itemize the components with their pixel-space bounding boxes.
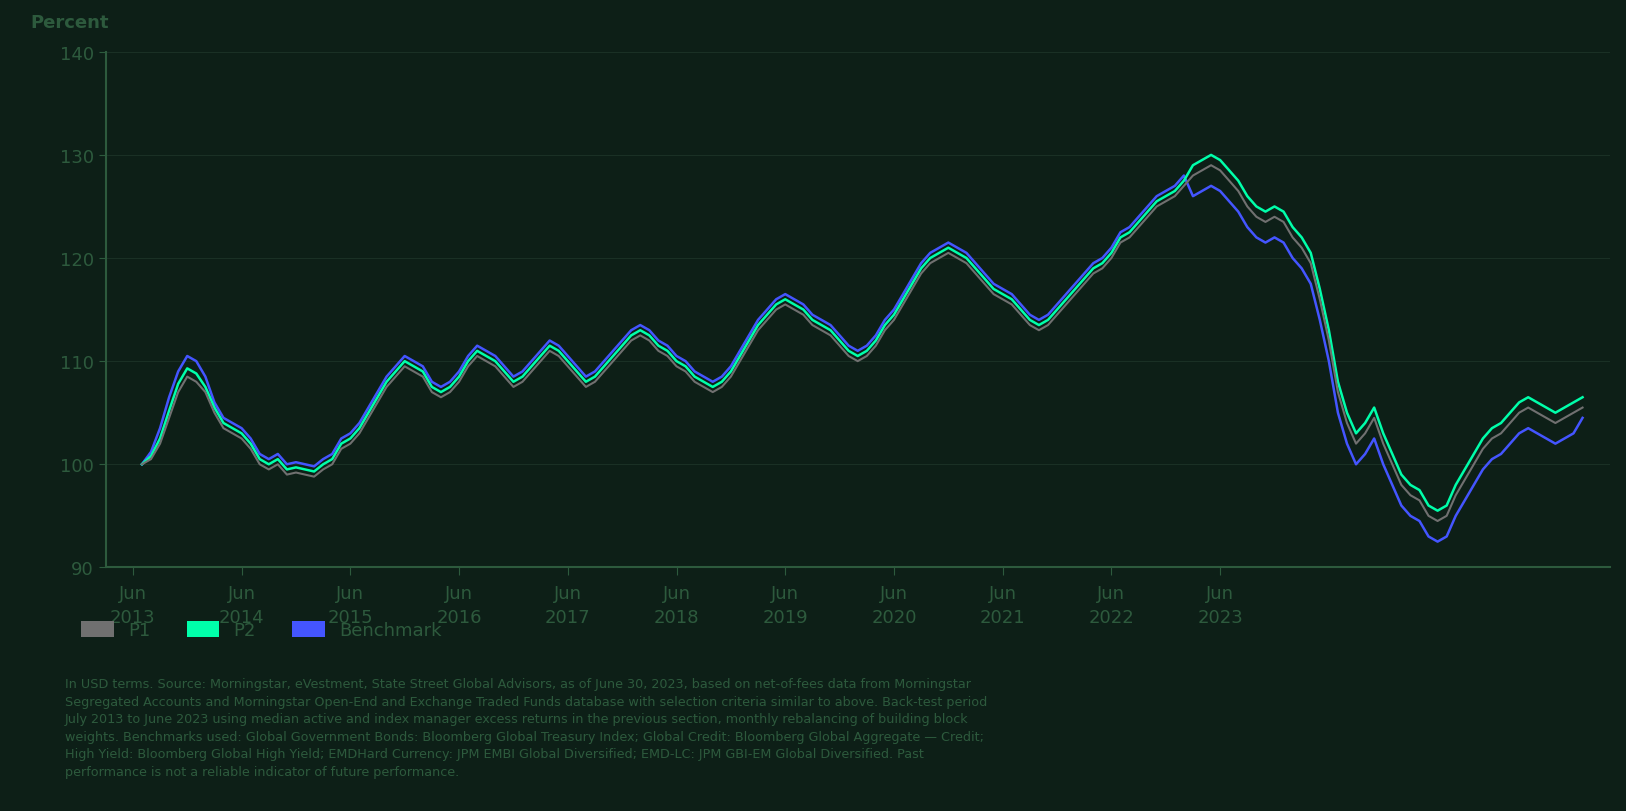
Legend: P1, P2, Benchmark: P1, P2, Benchmark — [75, 614, 449, 647]
Text: In USD terms. Source: Morningstar, eVestment, State Street Global Advisors, as o: In USD terms. Source: Morningstar, eVest… — [65, 677, 987, 778]
Text: Percent: Percent — [31, 14, 109, 32]
